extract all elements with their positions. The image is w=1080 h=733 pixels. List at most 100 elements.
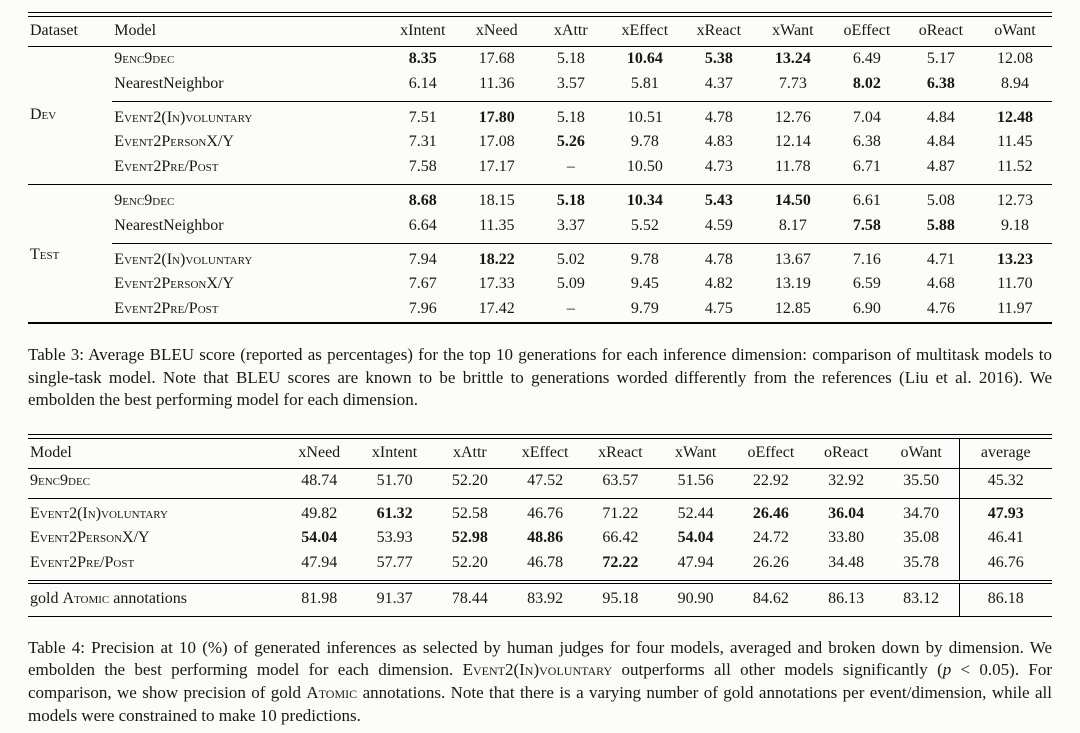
value-cell: 6.14 bbox=[408, 74, 437, 92]
value-cell: 46.76 bbox=[958, 551, 1052, 582]
caption-text: Table 4: Precision at 10 (%) of generate… bbox=[28, 637, 1052, 680]
caption-text: annotations bbox=[109, 589, 188, 607]
value-cell: 7.58 bbox=[852, 216, 881, 234]
model-cell: Event2PersonX/Y bbox=[112, 130, 385, 155]
value-cell: 49.82 bbox=[281, 497, 357, 527]
column-header: xReact bbox=[582, 438, 658, 469]
value-cell: 86.18 bbox=[958, 579, 1052, 617]
value-cell: 78.44 bbox=[432, 579, 508, 617]
value-cell: 4.84 bbox=[926, 133, 955, 151]
value-cell: 95.18 bbox=[582, 579, 658, 617]
value-cell: 81.98 bbox=[281, 579, 357, 617]
value-cell: – bbox=[566, 300, 575, 318]
column-header: xAttr bbox=[432, 438, 508, 469]
smallcaps-text: Event2Pre/Post bbox=[114, 158, 219, 176]
column-header: average bbox=[958, 438, 1052, 469]
value-cell: 5.43 bbox=[681, 183, 756, 214]
value-cell: 13.67 bbox=[755, 242, 830, 273]
value-cell: 17.17 bbox=[478, 158, 515, 176]
value-cell: 5.38 bbox=[704, 50, 733, 67]
value-cell: 4.82 bbox=[704, 275, 733, 293]
value-cell: 52.44 bbox=[658, 497, 734, 527]
model-cell: Event2(In)voluntary bbox=[112, 100, 386, 131]
value-cell: 47.94 bbox=[301, 554, 338, 572]
table3-header: Dataset Model xIntent xNeed xAttr xEffect xRea… bbox=[28, 16, 1052, 47]
column-header: xEffect bbox=[507, 438, 583, 469]
value-cell: 6.38 bbox=[926, 74, 955, 92]
smallcaps-text: Event2(In)voluntary bbox=[114, 108, 253, 126]
value-cell: 7.16 bbox=[829, 242, 904, 273]
value-cell: 5.08 bbox=[903, 183, 978, 214]
value-cell: 47.93 bbox=[958, 497, 1052, 527]
caption-text: NearestNeighbor bbox=[114, 216, 224, 234]
value-cell: 5.26 bbox=[556, 133, 585, 151]
value-cell: 18.15 bbox=[459, 183, 534, 214]
column-header: xEffect bbox=[607, 16, 682, 47]
smallcaps-text: Event2Pre/Post bbox=[30, 554, 135, 572]
column-header: xIntent bbox=[385, 16, 460, 47]
bleu-score-table: Dataset Model xIntent xNeed xAttr xEffect xRea… bbox=[28, 16, 1052, 324]
column-header: xIntent bbox=[356, 438, 433, 469]
column-header: Model bbox=[112, 16, 386, 47]
value-cell: 8.02 bbox=[852, 74, 881, 92]
value-cell: 26.26 bbox=[752, 554, 789, 572]
column-header: oReact bbox=[903, 16, 978, 47]
value-cell: 46.41 bbox=[958, 526, 1052, 552]
column-header: xAttr bbox=[533, 16, 608, 47]
table-row: Event2PersonX/Y 7.67 17.33 5.09 9.45 4.82 13.1… bbox=[28, 272, 1052, 297]
value-cell: 17.68 bbox=[478, 50, 515, 67]
value-cell: 4.87 bbox=[926, 158, 955, 176]
value-cell: 24.72 bbox=[752, 529, 789, 547]
table-row: Event2Pre/Post 7.96 17.42 – 9.79 4.75 12.85 6.9… bbox=[28, 297, 1052, 323]
value-cell: 11.35 bbox=[479, 216, 515, 234]
value-cell: 72.22 bbox=[602, 554, 639, 572]
column-header: oEffect bbox=[733, 438, 809, 469]
column-header: Model bbox=[28, 438, 282, 469]
value-cell: 48.86 bbox=[527, 529, 564, 547]
smallcaps-text: Event2PersonX/Y bbox=[114, 133, 234, 151]
value-cell: 61.32 bbox=[356, 497, 433, 527]
caption-text: gold bbox=[30, 589, 63, 607]
italic-text: p bbox=[942, 660, 952, 680]
table-row: Event2Pre/Post 7.58 17.17 – 10.50 4.73 11.78 6.… bbox=[28, 155, 1052, 184]
value-cell: 51.56 bbox=[677, 471, 714, 489]
value-cell: – bbox=[566, 158, 575, 176]
value-cell: 14.50 bbox=[755, 183, 830, 214]
table4-body: 9enc9dec 48.74 51.70 52.20 47.52 63.57 51.56 22… bbox=[28, 468, 1052, 617]
value-cell: 22.92 bbox=[752, 471, 789, 489]
value-cell: 3.37 bbox=[556, 216, 585, 234]
value-cell: 12.14 bbox=[774, 133, 811, 151]
table-row: gold Atomic annotations 81.98 91.37 78.44 83… bbox=[28, 579, 1052, 617]
value-cell: 53.93 bbox=[376, 529, 413, 547]
value-cell: 11.45 bbox=[997, 133, 1033, 151]
value-cell: 5.88 bbox=[926, 216, 955, 234]
value-cell: 12.76 bbox=[755, 100, 830, 131]
value-cell: 13.24 bbox=[774, 50, 811, 67]
caption-text: Table 3: Average BLEU score (reported as… bbox=[28, 344, 1052, 410]
value-cell: 35.08 bbox=[903, 529, 940, 547]
smallcaps-text: Event2(In)voluntary bbox=[462, 660, 613, 680]
table4-header: Model xNeed xIntent xAttr xEffect xReact xWant… bbox=[28, 438, 1052, 469]
model-cell: Event2(In)voluntary bbox=[112, 242, 386, 273]
value-cell: 45.32 bbox=[958, 468, 1052, 499]
value-cell: 4.78 bbox=[681, 242, 756, 273]
value-cell: 86.13 bbox=[808, 579, 884, 617]
value-cell: 34.70 bbox=[883, 497, 960, 527]
value-cell: 3.57 bbox=[556, 74, 585, 92]
value-cell: 7.51 bbox=[385, 100, 460, 131]
value-cell: 83.92 bbox=[507, 579, 583, 617]
table-row: Event2PersonX/Y 7.31 17.08 5.26 9.78 4.83 12.1… bbox=[28, 130, 1052, 155]
value-cell: 9.79 bbox=[630, 300, 659, 318]
value-cell: 4.59 bbox=[704, 216, 733, 234]
value-cell: 4.37 bbox=[704, 74, 733, 92]
model-cell: Event2PersonX/Y bbox=[112, 272, 385, 297]
value-cell: 11.70 bbox=[997, 275, 1033, 293]
smallcaps-text: Atomic bbox=[62, 589, 110, 607]
value-cell: 4.73 bbox=[704, 158, 733, 176]
value-cell: 4.71 bbox=[903, 242, 978, 273]
value-cell: 9.78 bbox=[630, 133, 659, 151]
value-cell: 10.34 bbox=[607, 183, 682, 214]
model-cell: NearestNeighbor bbox=[112, 214, 385, 243]
value-cell: 84.62 bbox=[733, 579, 809, 617]
